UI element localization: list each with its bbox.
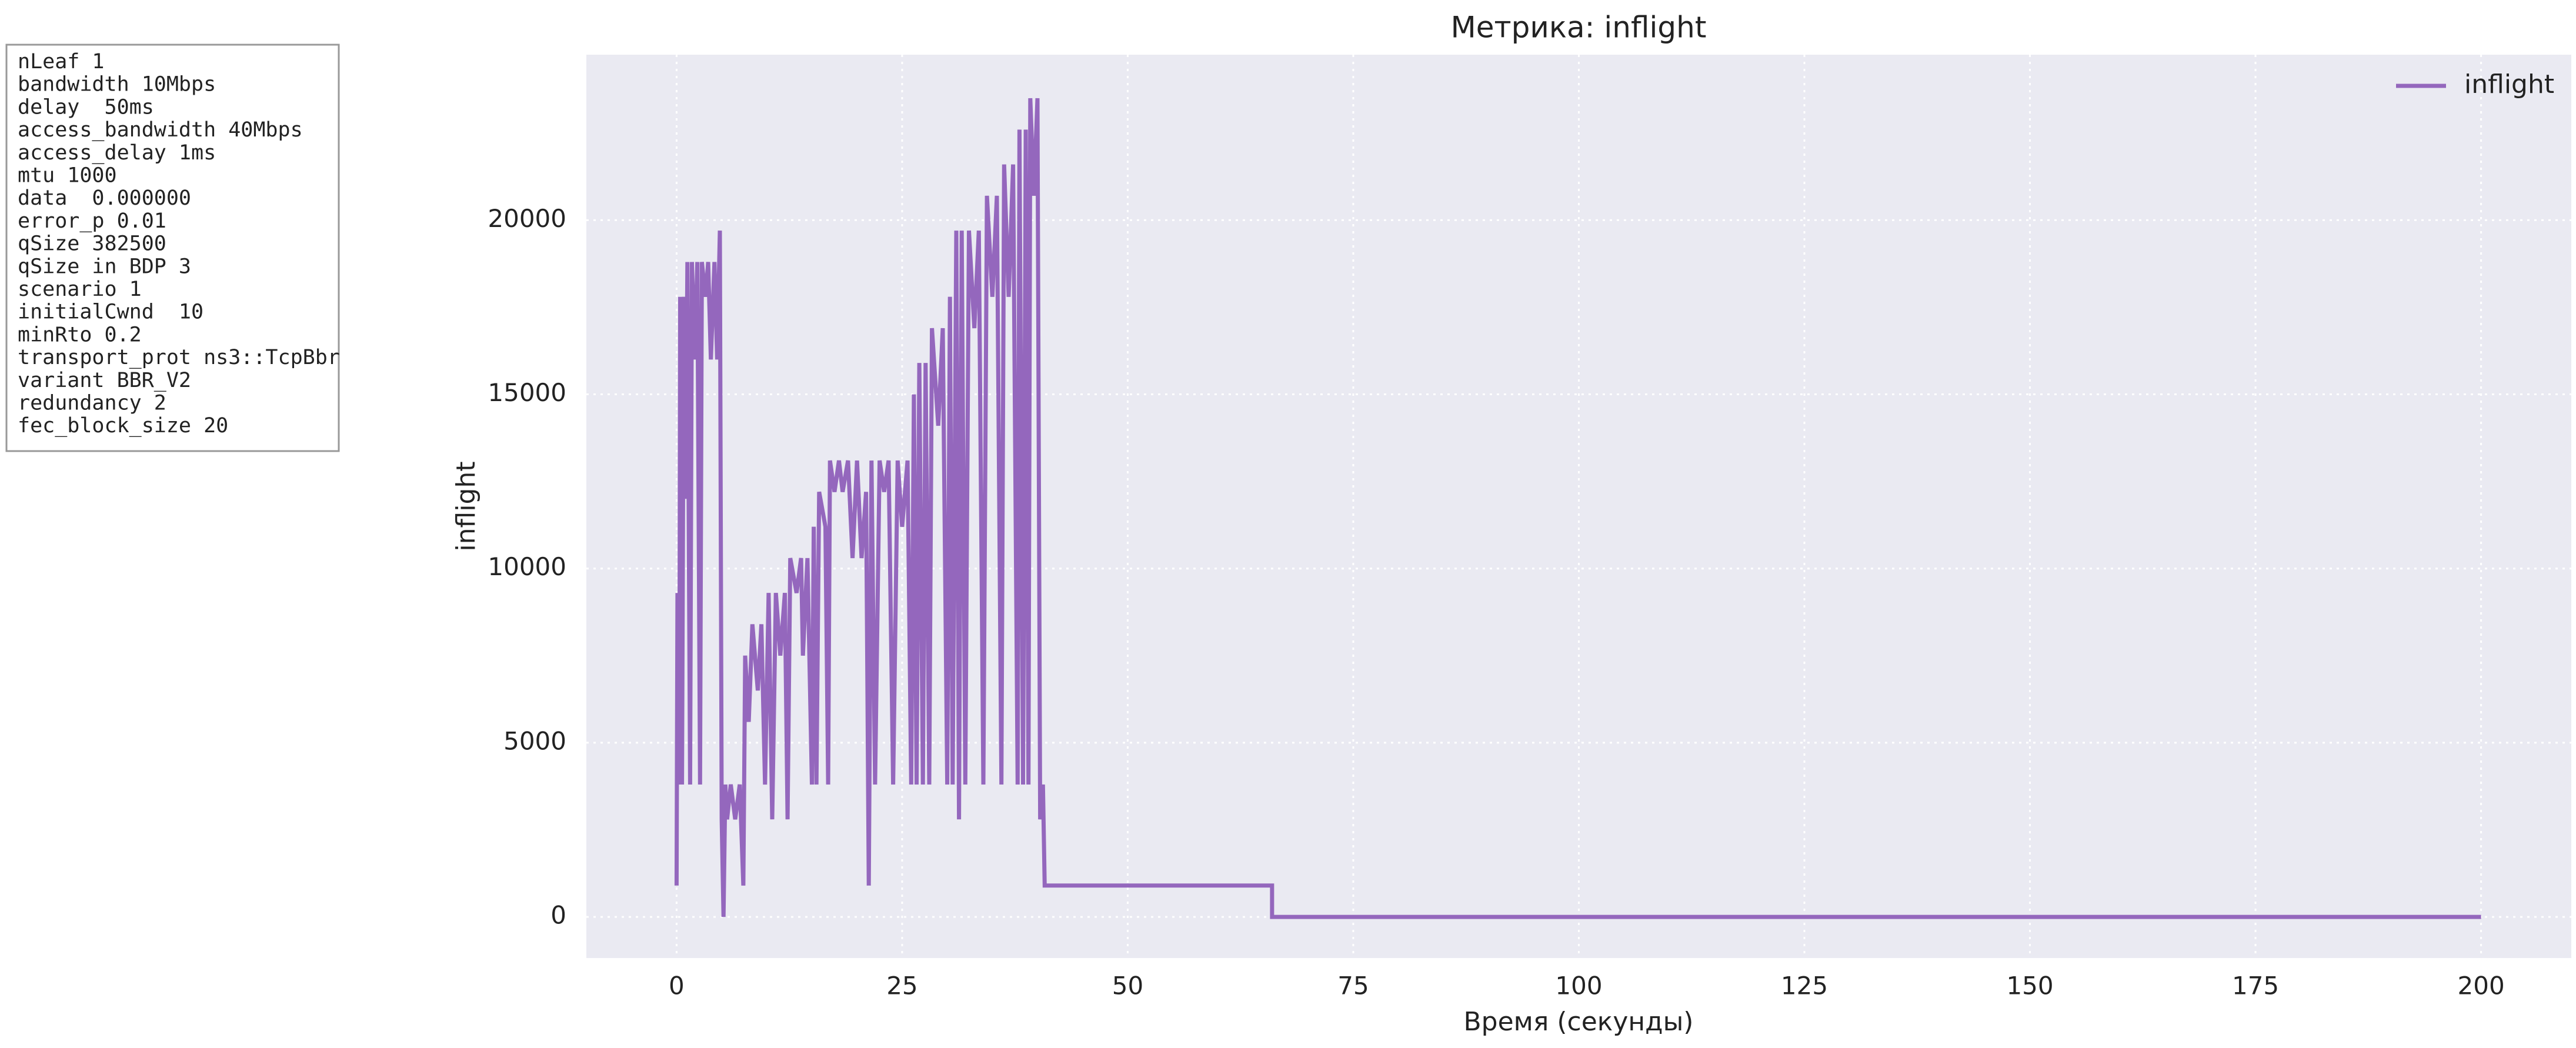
info-line: delay 50ms	[18, 95, 154, 119]
info-line: bandwidth 10Mbps	[18, 73, 216, 96]
x-tick-label: 100	[1555, 972, 1602, 1000]
info-line: transport_prot ns3::TcpBbr	[18, 346, 340, 369]
x-tick-label: 50	[1112, 972, 1143, 1000]
x-tick-label: 175	[2232, 972, 2279, 1000]
info-line: error_p 0.01	[18, 209, 166, 233]
y-tick-label: 10000	[488, 552, 566, 581]
x-tick-label: 25	[886, 972, 917, 1000]
info-line: access_bandwidth 40Mbps	[18, 118, 303, 142]
info-line: data 0.000000	[18, 186, 191, 210]
series-line	[674, 98, 2481, 919]
x-axis-label: Время (секунды)	[1464, 1007, 1694, 1037]
info-line: fec_block_size 20	[18, 414, 228, 438]
x-tick-label: 200	[2458, 972, 2505, 1000]
info-line: qSize 382500	[18, 232, 166, 256]
y-tick-label: 20000	[488, 204, 566, 233]
y-tick-label: 15000	[488, 378, 566, 407]
x-tick-label: 125	[1781, 972, 1828, 1000]
info-line: redundancy 2	[18, 392, 166, 415]
y-tick-label: 0	[550, 901, 566, 930]
x-tick-label: 150	[2006, 972, 2053, 1000]
info-line: qSize in BDP 3	[18, 255, 191, 278]
y-tick-label: 5000	[503, 726, 566, 755]
info-line: mtu 1000	[18, 164, 117, 188]
info-line: minRto 0.2	[18, 323, 142, 346]
info-line: initialCwnd 10	[18, 301, 203, 324]
x-tick-label: 0	[669, 972, 685, 1000]
info-box	[5, 44, 340, 452]
chart-title: Метрика: inflight	[1451, 11, 1707, 45]
info-line: nLeaf 1	[18, 50, 105, 74]
y-axis-label: inflight	[451, 461, 481, 551]
legend-label: inflight	[2464, 69, 2554, 99]
info-line: variant BBR_V2	[18, 369, 191, 392]
x-tick-label: 75	[1337, 972, 1369, 1000]
info-line: scenario 1	[18, 278, 142, 301]
info-line: access_delay 1ms	[18, 141, 216, 165]
